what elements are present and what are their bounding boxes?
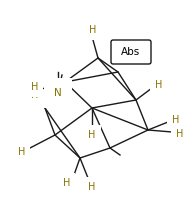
Text: H: H bbox=[172, 115, 179, 125]
Text: H: H bbox=[88, 130, 96, 140]
Text: H: H bbox=[31, 82, 38, 92]
Text: Abs: Abs bbox=[121, 47, 141, 57]
Text: H: H bbox=[18, 147, 25, 157]
Text: H: H bbox=[63, 178, 70, 188]
Text: H: H bbox=[155, 80, 162, 90]
Text: N: N bbox=[54, 88, 62, 98]
Text: H: H bbox=[88, 182, 96, 192]
Text: H: H bbox=[31, 90, 38, 100]
Text: H: H bbox=[176, 129, 183, 139]
FancyBboxPatch shape bbox=[111, 40, 151, 64]
Text: H: H bbox=[89, 25, 97, 35]
